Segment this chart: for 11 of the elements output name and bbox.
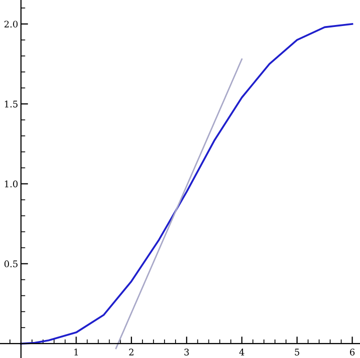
x-tick-label: 5 <box>294 348 300 356</box>
y-tick-label: 1.0 <box>4 180 18 188</box>
line-series <box>20 23 354 345</box>
y-tick-label: 1.5 <box>4 100 18 108</box>
x-tick-label: 3 <box>184 348 189 356</box>
x-tick-label: 4 <box>239 348 244 356</box>
x-tick-label: 1 <box>74 348 78 356</box>
y-tick-label: 0.5 <box>4 260 18 268</box>
x-tick-label: 2 <box>129 348 134 356</box>
y-tick-label: 2.0 <box>4 20 18 28</box>
x-tick-label: 6 <box>350 348 355 356</box>
